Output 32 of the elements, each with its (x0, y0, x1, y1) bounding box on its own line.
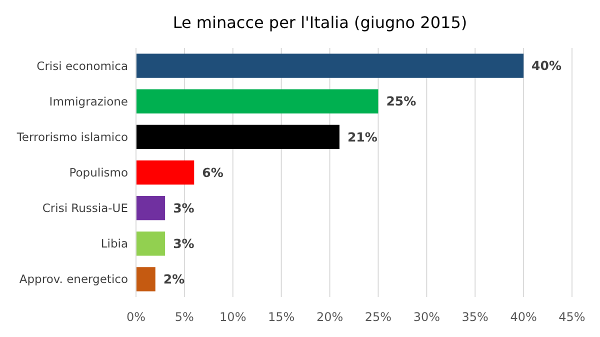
x-tick-label: 25% (364, 310, 392, 324)
x-tick-label: 45% (558, 310, 586, 324)
x-tick-label: 15% (268, 310, 295, 324)
data-label: 25% (386, 94, 417, 109)
chart-title: Le minacce per l'Italia (giugno 2015) (172, 13, 468, 32)
x-tick-label: 30% (413, 310, 440, 324)
y-tick-label: Crisi economica (36, 58, 128, 73)
data-label: 21% (347, 129, 378, 144)
y-tick-label: Approv. energetico (19, 272, 128, 286)
bar (136, 232, 166, 256)
y-tick-label: Libia (100, 236, 128, 251)
bar (136, 89, 378, 114)
x-tick-label: 40% (510, 310, 537, 324)
bar (136, 196, 166, 220)
data-label: 3% (173, 200, 195, 216)
y-tick-label: Crisi Russia-UE (42, 201, 128, 216)
x-tick-label: 35% (462, 310, 488, 324)
data-label: 40% (532, 58, 562, 74)
data-label: 2% (163, 272, 186, 287)
y-tick-label: Immigrazione (49, 94, 128, 108)
bar (136, 54, 524, 78)
data-label: 3% (173, 236, 195, 252)
x-tick-label: 10% (220, 310, 246, 324)
y-tick-label: Terrorismo islamico (16, 130, 128, 144)
x-tick-label: 5% (174, 310, 194, 324)
bar (136, 267, 156, 292)
bar (136, 160, 194, 185)
bar (136, 124, 340, 150)
y-tick-label: Populismo (69, 166, 128, 180)
data-label: 6% (202, 164, 224, 180)
x-tick-label: 20% (316, 310, 344, 324)
x-tick-label: 0% (126, 310, 146, 324)
